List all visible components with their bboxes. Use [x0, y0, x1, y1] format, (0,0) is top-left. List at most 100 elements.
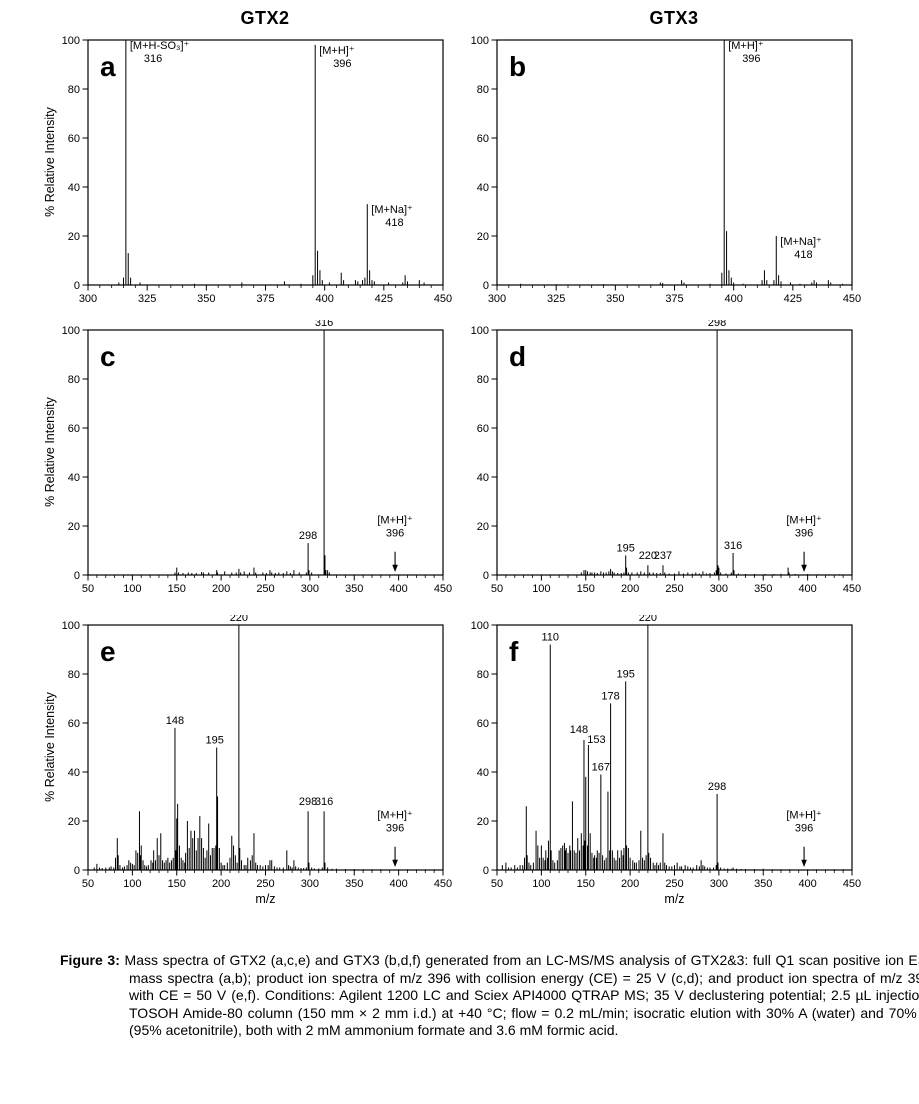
spectrum-panel-e: 50 100 150 200 250 300 350 400 450 0 20 40 60 80 100 e 2… — [62, 615, 453, 906]
svg-text:237: 237 — [654, 550, 672, 562]
svg-text:200: 200 — [212, 583, 230, 595]
svg-text:20: 20 — [477, 231, 489, 243]
svg-text:167: 167 — [592, 761, 610, 773]
svg-text:100: 100 — [62, 35, 80, 47]
svg-text:418: 418 — [385, 217, 403, 229]
svg-text:425: 425 — [375, 293, 393, 305]
svg-text:40: 40 — [68, 182, 80, 194]
svg-text:20: 20 — [477, 816, 489, 828]
svg-text:c: c — [100, 341, 116, 372]
svg-text:200: 200 — [621, 878, 639, 890]
svg-text:178: 178 — [601, 690, 619, 702]
svg-text:148: 148 — [166, 715, 184, 727]
svg-text:300: 300 — [710, 878, 728, 890]
svg-text:40: 40 — [477, 182, 489, 194]
svg-text:298: 298 — [299, 530, 317, 542]
figure-caption: Figure 3: Mass spectra of GTX2 (a,c,e) a… — [60, 952, 919, 1040]
svg-text:[M+H]⁺: [M+H]⁺ — [319, 45, 355, 57]
svg-text:298: 298 — [708, 781, 726, 793]
svg-text:60: 60 — [68, 133, 80, 145]
svg-text:148: 148 — [570, 724, 588, 736]
svg-text:50: 50 — [82, 583, 94, 595]
svg-text:50: 50 — [491, 583, 503, 595]
svg-text:100: 100 — [471, 325, 489, 337]
svg-text:[M+H]⁺: [M+H]⁺ — [786, 810, 822, 822]
svg-text:350: 350 — [606, 293, 624, 305]
svg-text:200: 200 — [212, 878, 230, 890]
svg-text:300: 300 — [301, 878, 319, 890]
svg-text:418: 418 — [794, 249, 812, 261]
svg-text:[M+H]⁺: [M+H]⁺ — [377, 515, 413, 527]
svg-text:60: 60 — [477, 423, 489, 435]
svg-text:20: 20 — [68, 521, 80, 533]
svg-text:100: 100 — [62, 325, 80, 337]
svg-text:400: 400 — [315, 293, 333, 305]
svg-text:396: 396 — [386, 528, 404, 540]
svg-text:150: 150 — [168, 583, 186, 595]
svg-text:220: 220 — [639, 550, 657, 562]
svg-text:0: 0 — [483, 280, 489, 292]
svg-text:[M+Na]⁺: [M+Na]⁺ — [371, 204, 413, 216]
svg-text:20: 20 — [68, 816, 80, 828]
svg-text:50: 50 — [491, 878, 503, 890]
svg-text:80: 80 — [68, 669, 80, 681]
svg-text:110: 110 — [541, 632, 559, 644]
svg-text:m/z: m/z — [255, 892, 275, 906]
svg-text:60: 60 — [477, 718, 489, 730]
svg-text:396: 396 — [795, 528, 813, 540]
svg-text:350: 350 — [197, 293, 215, 305]
svg-text:0: 0 — [74, 280, 80, 292]
svg-text:450: 450 — [434, 583, 452, 595]
svg-text:375: 375 — [256, 293, 274, 305]
svg-text:d: d — [509, 341, 526, 372]
svg-text:195: 195 — [617, 542, 635, 554]
svg-text:40: 40 — [477, 767, 489, 779]
svg-text:350: 350 — [754, 878, 772, 890]
svg-text:220: 220 — [230, 615, 248, 624]
svg-text:250: 250 — [665, 583, 683, 595]
svg-text:b: b — [509, 51, 526, 82]
svg-text:60: 60 — [68, 423, 80, 435]
svg-text:100: 100 — [532, 878, 550, 890]
svg-text:300: 300 — [710, 583, 728, 595]
svg-text:316: 316 — [315, 320, 333, 329]
svg-text:[M+Na]⁺: [M+Na]⁺ — [780, 236, 822, 248]
svg-text:298: 298 — [708, 320, 726, 329]
svg-text:80: 80 — [477, 669, 489, 681]
svg-text:40: 40 — [68, 472, 80, 484]
svg-text:300: 300 — [488, 293, 506, 305]
svg-text:350: 350 — [345, 583, 363, 595]
svg-text:396: 396 — [742, 53, 760, 65]
spectrum-panel-f: 50 100 150 200 250 300 350 400 450 0 20 40 60 80 100 f 2… — [471, 615, 862, 906]
svg-text:0: 0 — [74, 865, 80, 877]
svg-text:80: 80 — [477, 374, 489, 386]
svg-text:100: 100 — [532, 583, 550, 595]
svg-text:60: 60 — [68, 718, 80, 730]
svg-text:350: 350 — [754, 583, 772, 595]
svg-text:250: 250 — [256, 878, 274, 890]
figure-caption-text: Mass spectra of GTX2 (a,c,e) and GTX3 (b… — [124, 952, 919, 1039]
svg-text:0: 0 — [483, 570, 489, 582]
svg-text:316: 316 — [724, 540, 742, 552]
svg-text:200: 200 — [621, 583, 639, 595]
svg-text:100: 100 — [123, 878, 141, 890]
svg-text:153: 153 — [587, 734, 605, 746]
svg-text:325: 325 — [138, 293, 156, 305]
column-title-gtx3: GTX3 — [649, 8, 699, 28]
svg-text:450: 450 — [843, 878, 861, 890]
svg-text:150: 150 — [168, 878, 186, 890]
svg-text:450: 450 — [843, 583, 861, 595]
svg-text:100: 100 — [123, 583, 141, 595]
svg-text:100: 100 — [62, 620, 80, 632]
svg-text:20: 20 — [477, 521, 489, 533]
svg-text:450: 450 — [434, 878, 452, 890]
svg-text:400: 400 — [798, 583, 816, 595]
svg-text:450: 450 — [434, 293, 452, 305]
svg-text:250: 250 — [665, 878, 683, 890]
svg-text:50: 50 — [82, 878, 94, 890]
svg-text:100: 100 — [471, 35, 489, 47]
svg-text:300: 300 — [301, 583, 319, 595]
svg-text:396: 396 — [795, 823, 813, 835]
spectrum-panel-d: 50 100 150 200 250 300 350 400 450 0 20 40 60 80 100 d 2… — [471, 320, 862, 595]
spectrum-panel-a: 300 325 350 375 400 425 450 0 20 40 60 80 100 a [M+H-S… — [62, 35, 453, 305]
